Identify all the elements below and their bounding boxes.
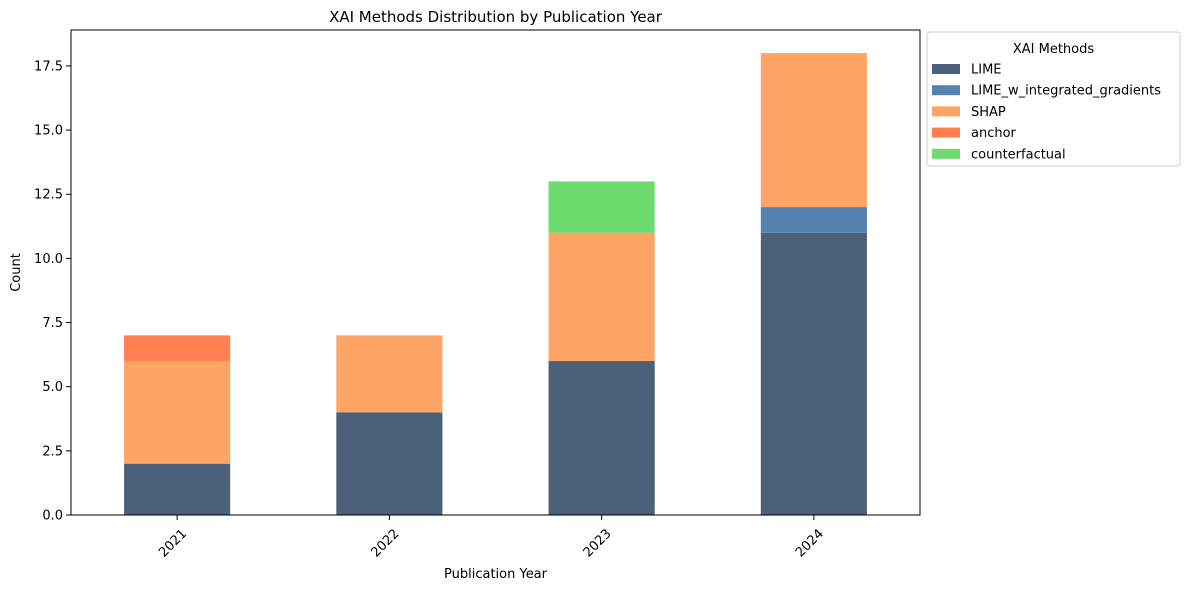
bar-2024-shap (760, 53, 867, 208)
y-axis: 0.0 2.5 5.0 7.5 10.0 12.5 15.0 17.5 (34, 59, 71, 524)
bar-2021-lime (124, 463, 231, 515)
y-tick-label: 0.0 (42, 509, 63, 524)
legend-items: LIME LIME_w_integrated_gradients SHAP ancho… (932, 63, 1161, 162)
x-axis: 2021 2022 2023 2024 (156, 515, 827, 560)
bar-2022-lime (336, 412, 443, 515)
y-tick-label: 7.5 (42, 316, 63, 331)
bar-2024-lime-w-integrated-gradients (760, 207, 867, 233)
legend-title: XAI Methods (1013, 42, 1095, 57)
y-tick-label: 12.5 (34, 188, 63, 203)
legend-swatch (932, 148, 960, 159)
bar-2022-shap (336, 335, 443, 413)
bar-2021-shap (124, 361, 231, 464)
y-tick-label: 10.0 (34, 252, 63, 267)
legend-label: anchor (971, 126, 1017, 141)
x-tick-label: 2022 (368, 526, 402, 560)
bar-2024-lime (760, 232, 867, 516)
x-tick-label: 2021 (156, 526, 190, 560)
x-tick-label: 2024 (793, 526, 827, 560)
chart-title: XAI Methods Distribution by Publication … (329, 8, 663, 26)
legend-label: LIME_w_integrated_gradients (971, 84, 1161, 99)
x-axis-title: Publication Year (444, 567, 548, 582)
bar-2021-anchor (124, 335, 231, 362)
bar-2023-counterfactual (548, 181, 655, 233)
legend-swatch (932, 64, 960, 74)
legend-label: SHAP (971, 105, 1006, 120)
y-tick-label: 15.0 (34, 124, 63, 139)
legend-swatch (932, 127, 960, 138)
legend: XAI Methods LIME LIME_w_integrated_gradie… (926, 31, 1181, 167)
bar-2023-shap (548, 232, 655, 362)
y-tick-label: 17.5 (34, 59, 63, 74)
y-axis-title: Count (9, 253, 24, 292)
y-tick-label: 2.5 (42, 444, 63, 459)
bar-2023-lime (548, 361, 655, 515)
y-tick-label: 5.0 (42, 380, 63, 395)
plot-frame (70, 29, 921, 516)
bars-layer (124, 53, 867, 516)
legend-label: LIME (971, 63, 1002, 78)
legend-box (926, 31, 1181, 167)
legend-swatch (932, 106, 960, 117)
legend-label: counterfactual (971, 147, 1066, 162)
legend-swatch (932, 85, 960, 96)
x-tick-label: 2023 (581, 526, 615, 560)
